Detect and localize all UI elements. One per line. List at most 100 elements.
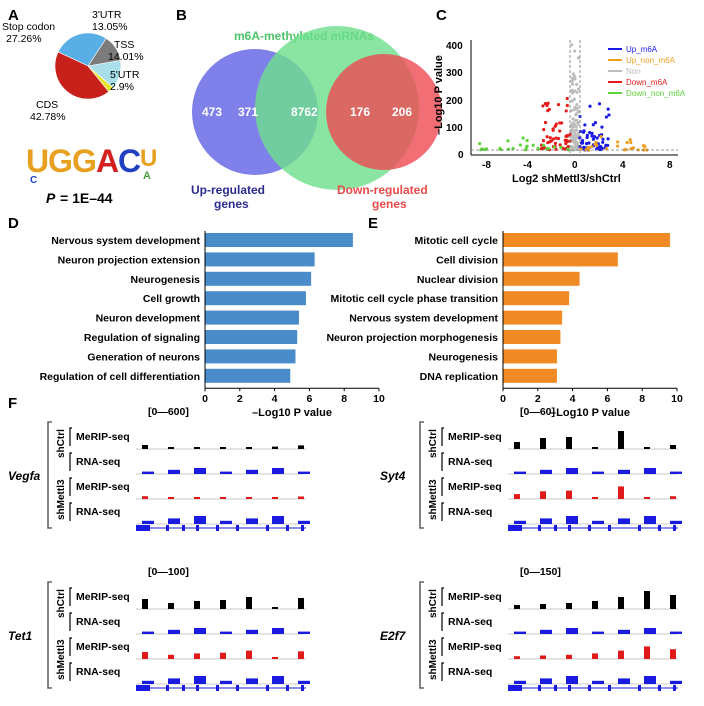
track-signal-1-2-1: [540, 491, 546, 499]
track-row-bracket-1-3: [441, 502, 444, 521]
track-signal-0-3-1: [168, 518, 180, 524]
go-up-category-4: Nervous system development: [349, 313, 498, 325]
gene-name-1: Syt4: [380, 469, 406, 483]
volcano-point: [552, 145, 556, 149]
track-signal-0-1-3: [220, 471, 232, 474]
venn-down-label-line1: Down-regulated: [337, 183, 428, 197]
gene-model-exon-1-9: [673, 525, 676, 531]
track-row-bracket-2-3: [69, 662, 72, 681]
track-row-bracket-1-2: [441, 477, 444, 496]
track-signal-1-3-1: [540, 518, 552, 524]
track-signal-3-3-5: [644, 676, 656, 684]
volcano-point: [498, 146, 502, 150]
track-signal-1-3-4: [618, 518, 630, 524]
venn-down-only: 206: [392, 105, 412, 119]
go-down-xlabel: –Log10 P value: [252, 407, 332, 419]
track-signal-2-3-3: [220, 680, 232, 684]
track-signal-0-0-3: [220, 447, 226, 449]
track-row-label-2-1: RNA-seq: [76, 616, 120, 628]
track-signal-0-3-5: [272, 516, 284, 524]
gene-model-exon-3-0: [508, 685, 522, 691]
legend-label-0: Up_m6A: [626, 45, 658, 54]
volcano-point: [553, 124, 557, 128]
volcano-point: [564, 134, 568, 138]
go-up-tick-2: 4: [570, 393, 576, 405]
track-signal-1-0-2: [566, 437, 572, 449]
track-signal-3-3-1: [540, 678, 552, 684]
volcano-point: [583, 123, 587, 127]
panel-label-a: A: [8, 7, 19, 24]
track-row-label-0-3: RNA-seq: [76, 506, 120, 518]
go-up-tick-3: 6: [604, 393, 610, 405]
motif-letter-c: C: [118, 143, 141, 179]
track-row-bracket-3-3: [441, 662, 444, 681]
legend-label-3: Down_m6A: [626, 78, 668, 87]
track-row-label-0-2: MeRIP-seq: [76, 481, 130, 493]
track-signal-3-2-5: [644, 646, 650, 659]
volcano-point: [615, 144, 620, 148]
track-bracket-0: [47, 421, 52, 529]
track-signal-2-2-6: [298, 651, 304, 659]
track-signal-0-2-5: [272, 497, 278, 499]
volcano-point: [551, 127, 555, 131]
volcano-point: [570, 99, 574, 103]
volcano-point: [478, 141, 482, 146]
track-signal-3-1-3: [592, 631, 604, 634]
track-signal-1-3-2: [566, 516, 578, 524]
volcano-point: [571, 124, 575, 128]
track-signal-2-1-0: [142, 631, 154, 634]
volcano-point: [572, 108, 576, 112]
gene-model-exon-3-7: [638, 685, 641, 691]
go-chart-up: Mitotic cell cycle Cell division Nuclear d…: [326, 231, 683, 419]
gene-model-exon-0-0: [136, 525, 150, 531]
gene-model-exon-1-0: [508, 525, 522, 531]
volcano-ytick-1: 100: [446, 123, 463, 134]
go-down-category-7: Regulation of cell differentiation: [40, 371, 200, 383]
go-down-bar-7: [205, 368, 291, 383]
volcano-point: [545, 147, 549, 151]
go-down-category-5: Regulation of signaling: [84, 332, 200, 344]
gene-model-exon-2-6: [236, 685, 239, 691]
track-signal-3-1-0: [514, 631, 526, 634]
sequence-motif-logo: U G G A C U C A: [26, 143, 157, 186]
track-signal-0-2-1: [168, 497, 174, 499]
venn-up-label-line1: Up-regulated: [191, 183, 265, 197]
track-group-shmettl3-0: shMettl3: [56, 479, 67, 520]
track-signal-1-1-2: [566, 468, 578, 474]
volcano-point: [570, 79, 574, 83]
track-row-label-1-2: MeRIP-seq: [448, 481, 502, 493]
track-signal-2-0-5: [272, 607, 278, 609]
panel-label-c: C: [436, 7, 447, 24]
volcano-point: [543, 102, 547, 106]
track-signal-2-2-2: [194, 653, 200, 659]
track-signal-0-0-0: [142, 445, 148, 449]
volcano-point: [591, 137, 596, 141]
gene-model-exon-0-4: [196, 525, 199, 531]
track-signal-3-1-2: [566, 628, 578, 634]
volcano-point: [506, 139, 510, 143]
track-group-shmettl3-3: shMettl3: [428, 639, 439, 680]
volcano-point: [551, 137, 556, 141]
track-signal-2-1-3: [220, 631, 232, 634]
motif-letter-c-small: C: [30, 175, 37, 186]
track-signal-1-0-0: [514, 442, 520, 449]
volcano-point: [564, 109, 568, 113]
go-up-bar-1: [503, 252, 618, 267]
track-signal-1-2-3: [592, 497, 598, 499]
venn-up-overlap: 371: [238, 105, 258, 119]
venn-down-label-line2: genes: [372, 197, 407, 211]
volcano-point: [556, 136, 561, 141]
track-row-label-2-0: MeRIP-seq: [76, 591, 130, 603]
go-down-bar-4: [205, 310, 299, 325]
volcano-point: [565, 96, 569, 101]
volcano-point: [570, 88, 574, 92]
track-signal-2-0-3: [220, 600, 226, 609]
volcano-plot: -8 -4 0 4 8 0 100 200 300 400 Log2 shMet…: [433, 40, 686, 185]
track-signal-1-1-4: [618, 469, 630, 474]
volcano-point: [616, 140, 620, 144]
track-signal-0-3-6: [298, 520, 310, 524]
gene-model-exon-3-6: [608, 685, 611, 691]
track-signal-2-3-4: [246, 678, 258, 684]
track-signal-0-1-5: [272, 468, 284, 474]
track-group-shctrl-3: shCtrl: [428, 589, 439, 618]
